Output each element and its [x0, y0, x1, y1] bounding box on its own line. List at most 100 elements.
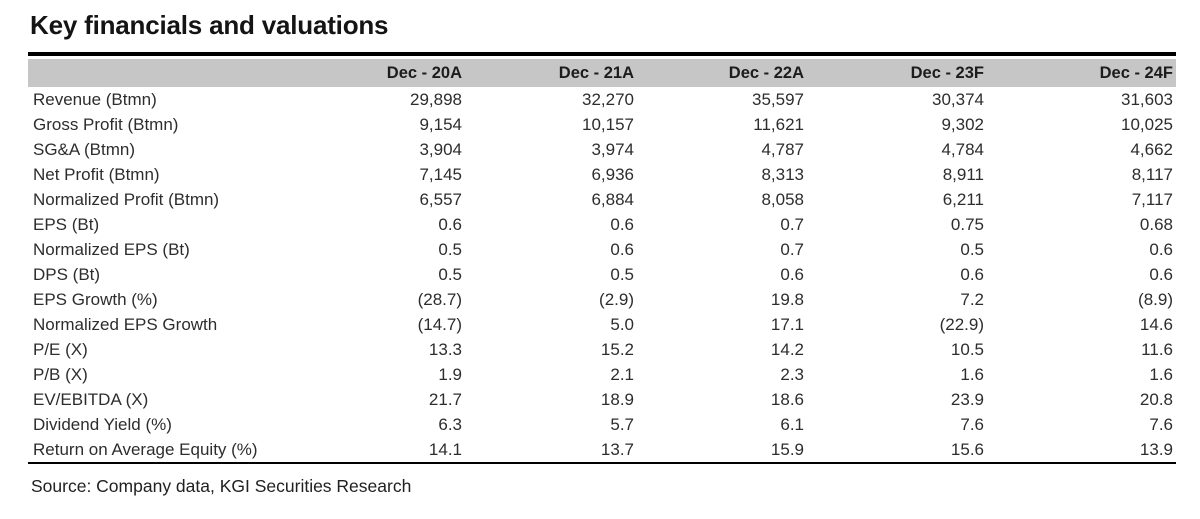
cell-value: 7.6 — [1149, 414, 1173, 434]
cell-value: 10,025 — [1121, 114, 1173, 134]
cell-value: 6,936 — [591, 164, 634, 184]
cell-value: 10,157 — [582, 114, 634, 134]
table-row: Normalized Profit (Btmn) 6,557 6,884 8,058 6… — [28, 187, 1176, 212]
cell-value: 7.2 — [960, 289, 984, 309]
table-row: Dividend Yield (%) 6.3 5.7 6.1 7.6 7.6 — [28, 412, 1176, 437]
cell-value: 0.6 — [1149, 239, 1173, 259]
cell-value: 9,302 — [941, 114, 984, 134]
cell-value: 20.8 — [1139, 389, 1173, 409]
cell-value: 13.7 — [600, 439, 634, 459]
cell-value: 23.9 — [950, 389, 984, 409]
cell-value: 6,557 — [419, 189, 462, 209]
table-row: Revenue (Btmn) 29,898 32,270 35,597 30,374 31… — [28, 87, 1176, 112]
cell-value: 7,117 — [1131, 189, 1173, 209]
column-header: Dec - 21A — [465, 59, 637, 88]
row-label: Gross Profit (Btmn) — [33, 114, 179, 134]
cell-value: 35,597 — [752, 89, 804, 109]
table-row: EPS Growth (%) (28.7) (2.9) 19.8 7.2 (8.9) — [28, 287, 1176, 312]
cell-value: (8.9) — [1138, 289, 1173, 309]
cell-value: 1.9 — [438, 364, 462, 384]
row-label: SG&A (Btmn) — [33, 139, 136, 159]
cell-value: 0.6 — [960, 264, 984, 284]
cell-value: 0.75 — [950, 214, 984, 234]
table-row: DPS (Bt) 0.5 0.5 0.6 0.6 0.6 — [28, 262, 1176, 287]
cell-value: 17.1 — [770, 314, 804, 334]
cell-value: 0.5 — [438, 239, 462, 259]
cell-value: 0.5 — [438, 264, 462, 284]
cell-value: 6.1 — [780, 414, 804, 434]
cell-value: 6,211 — [942, 189, 984, 209]
cell-value: 0.7 — [780, 239, 804, 259]
row-label: Normalized EPS (Bt) — [33, 239, 190, 259]
row-label: EV/EBITDA (X) — [33, 389, 149, 409]
cell-value: 5.0 — [610, 314, 634, 334]
column-header: Dec - 20A — [330, 59, 465, 88]
cell-value: 3,974 — [591, 139, 634, 159]
row-label: Revenue (Btmn) — [33, 89, 157, 109]
table-row: EPS (Bt) 0.6 0.6 0.7 0.75 0.68 — [28, 212, 1176, 237]
column-header: Dec - 22A — [637, 59, 807, 88]
cell-value: 13.9 — [1139, 439, 1173, 459]
row-label: DPS (Bt) — [33, 264, 101, 284]
table-row: Gross Profit (Btmn) 9,154 10,157 11,621 9,30… — [28, 112, 1176, 137]
table-row: Normalized EPS (Bt) 0.5 0.6 0.7 0.5 0.6 — [28, 237, 1176, 262]
cell-value: 4,787 — [761, 139, 804, 159]
cell-value: 18.6 — [770, 389, 804, 409]
table-row: Return on Average Equity (%) 14.1 13.7 15.9… — [28, 437, 1176, 462]
cell-value: 5.7 — [610, 414, 634, 434]
cell-value: 14.1 — [428, 439, 462, 459]
table-row: P/B (X) 1.9 2.1 2.3 1.6 1.6 — [28, 362, 1176, 387]
cell-value: 21.7 — [428, 389, 462, 409]
cell-value: 0.6 — [610, 214, 634, 234]
table-header-row: Dec - 20A Dec - 21A Dec - 22A Dec - 23F Dec … — [28, 59, 1176, 88]
cell-value: (22.9) — [939, 314, 984, 334]
cell-value: 6.3 — [438, 414, 462, 434]
cell-value: 8,313 — [761, 164, 804, 184]
column-header-empty — [28, 59, 330, 88]
cell-value: 0.5 — [960, 239, 984, 259]
row-label: Normalized Profit (Btmn) — [33, 189, 220, 209]
row-label: EPS Growth (%) — [33, 289, 158, 309]
table-row: EV/EBITDA (X) 21.7 18.9 18.6 23.9 20.8 — [28, 387, 1176, 412]
cell-value: 2.3 — [780, 364, 804, 384]
cell-value: 29,898 — [410, 89, 462, 109]
column-header: Dec - 23F — [807, 59, 987, 88]
table-row: Net Profit (Btmn) 7,145 6,936 8,313 8,911 8,1… — [28, 162, 1176, 187]
cell-value: 0.5 — [610, 264, 634, 284]
row-label: Normalized EPS Growth — [33, 314, 218, 334]
cell-value: 18.9 — [600, 389, 634, 409]
row-label: P/E (X) — [33, 339, 88, 359]
cell-value: 0.6 — [1149, 264, 1173, 284]
cell-value: 3,904 — [419, 139, 462, 159]
row-label: Return on Average Equity (%) — [33, 439, 258, 459]
cell-value: 0.7 — [780, 214, 804, 234]
report-page: Key financials and valuations Dec - 20A D… — [28, 10, 1176, 496]
cell-value: 4,784 — [941, 139, 984, 159]
row-label: Net Profit (Btmn) — [33, 164, 160, 184]
key-financials-table: Dec - 20A Dec - 21A Dec - 22A Dec - 23F Dec … — [28, 59, 1176, 462]
cell-value: 32,270 — [582, 89, 634, 109]
cell-value: 6,884 — [591, 189, 634, 209]
cell-value: 15.9 — [770, 439, 804, 459]
cell-value: 9,154 — [419, 114, 462, 134]
cell-value: (2.9) — [599, 289, 634, 309]
cell-value: 7.6 — [960, 414, 984, 434]
row-label: Dividend Yield (%) — [33, 414, 172, 434]
cell-value: 11,621 — [753, 114, 804, 134]
cell-value: 2.1 — [610, 364, 634, 384]
table-body: Revenue (Btmn) 29,898 32,270 35,597 30,374 31… — [28, 87, 1176, 462]
cell-value: 0.6 — [438, 214, 462, 234]
cell-value: 1.6 — [1149, 364, 1173, 384]
cell-value: 15.6 — [950, 439, 984, 459]
cell-value: 30,374 — [932, 89, 984, 109]
cell-value: 11.6 — [1141, 339, 1173, 359]
cell-value: 10.5 — [950, 339, 984, 359]
cell-value: (14.7) — [417, 314, 462, 334]
table-row: Normalized EPS Growth (14.7) 5.0 17.1 (22.9)… — [28, 312, 1176, 337]
cell-value: 14.2 — [770, 339, 804, 359]
cell-value: 8,058 — [761, 189, 804, 209]
row-label: P/B (X) — [33, 364, 88, 384]
cell-value: 15.2 — [600, 339, 634, 359]
cell-value: 7,145 — [419, 164, 462, 184]
cell-value: 0.6 — [780, 264, 804, 284]
